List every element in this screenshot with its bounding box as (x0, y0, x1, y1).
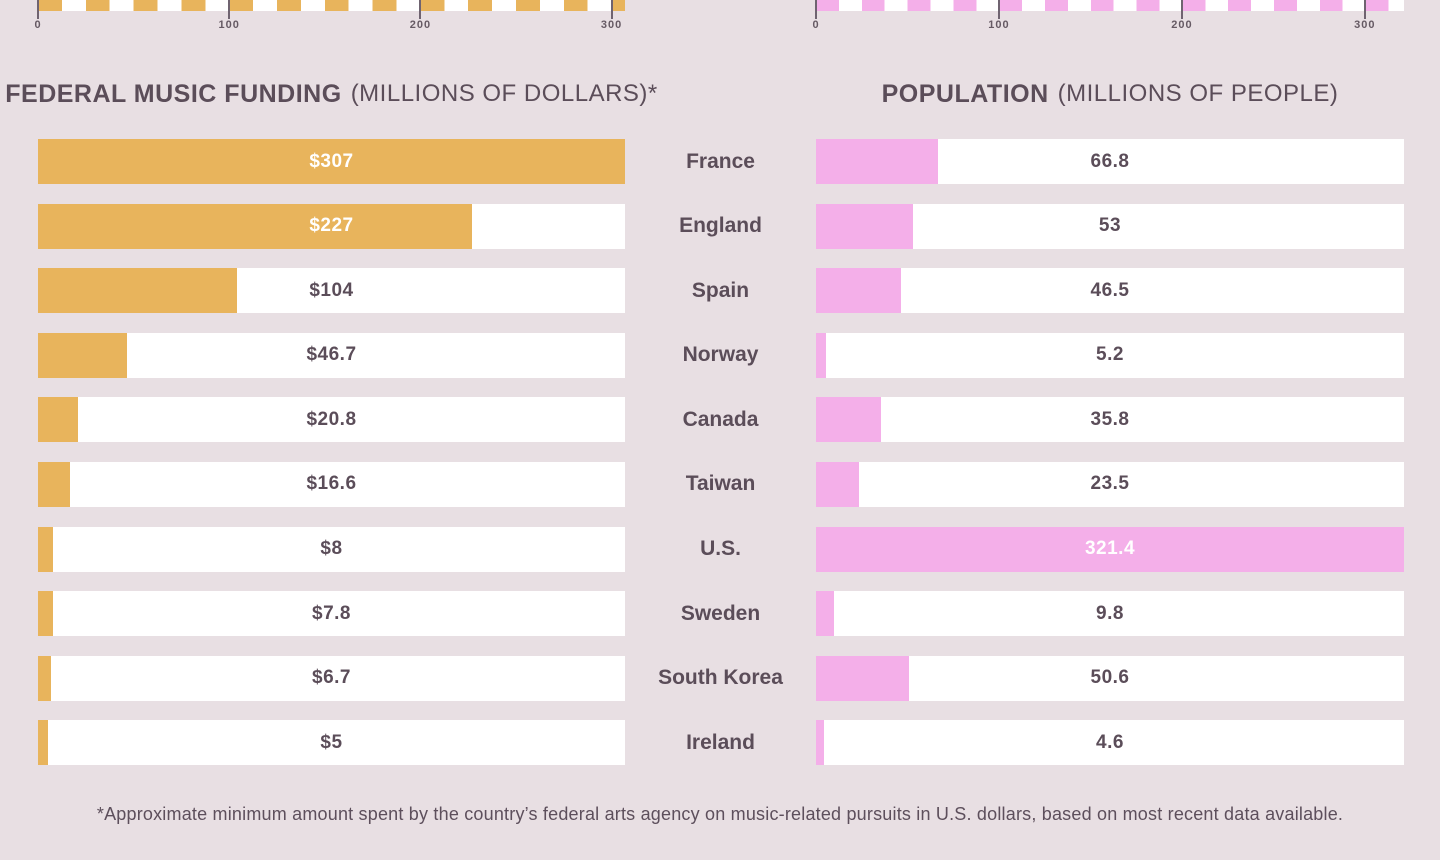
funding-bar-track: $8 (38, 526, 625, 572)
country-label: Ireland (686, 730, 755, 754)
population-bar-fill (816, 139, 939, 184)
population-axis-tick-label: 200 (1171, 19, 1193, 31)
population-axis-tick-line (1363, 0, 1366, 19)
funding-title-main: FEDERAL MUSIC FUNDING (5, 79, 342, 108)
population-bar-track: 46.5 (816, 268, 1404, 314)
footnote: *Approximate minimum amount spent by the… (96, 804, 1344, 824)
country-label: Taiwan (685, 472, 756, 496)
population-bar-track: 53 (816, 203, 1404, 249)
funding-axis-tick-label: 300 (600, 19, 623, 31)
population-bar-track: 66.8 (816, 139, 1404, 184)
population-bar-fill (816, 397, 882, 443)
funding-axis-checker-strip (38, 0, 625, 11)
population-title: POPULATION (MILLIONS OF PEOPLE) (816, 76, 1404, 112)
country-label: South Korea (658, 666, 783, 690)
funding-bar-track: $20.8 (38, 397, 625, 443)
funding-bar-track: $104 (38, 268, 625, 314)
population-title-main: POPULATION (881, 79, 1049, 108)
funding-bar-value: $104 (309, 279, 354, 301)
funding-bar-fill (38, 461, 70, 507)
funding-bar-value: $227 (309, 215, 354, 237)
population-bar-fill (816, 461, 859, 507)
funding-title: FEDERAL MUSIC FUNDING (MILLIONS OF DOLLA… (5, 76, 657, 112)
population-bar-value: 35.8 (1090, 408, 1130, 430)
population-bar-value: 4.6 (1096, 731, 1124, 753)
population-bar-track: 4.6 (816, 720, 1404, 766)
country-label: Norway (682, 343, 759, 367)
funding-axis-tick-label: 200 (409, 19, 432, 31)
funding-axis-tick-line (37, 0, 39, 19)
population-bar-track: 23.5 (816, 461, 1404, 507)
population-bar-value: 53 (1098, 215, 1122, 237)
funding-bar-fill (38, 139, 625, 184)
funding-axis-tick-label: 0 (34, 19, 42, 31)
population-bar-fill (816, 720, 825, 766)
population-bar-value: 5.2 (1096, 344, 1124, 366)
population-axis-tick-label: 0 (812, 19, 820, 31)
population-bar-value: 9.8 (1096, 602, 1124, 624)
population-bar-fill (816, 332, 826, 378)
population-axis: 0 100 200 300 (812, 0, 1404, 34)
population-axis-tick-label: 300 (1354, 19, 1376, 31)
funding-axis-tick-line (228, 0, 231, 19)
population-axis-checker-strip (816, 0, 1404, 11)
population-bar-value: 23.5 (1090, 473, 1130, 495)
population-title-units: (MILLIONS OF PEOPLE) (1057, 80, 1339, 107)
funding-bar-fill (38, 397, 78, 443)
funding-axis: 0 100 200 300 (34, 0, 625, 34)
funding-bar-track: $16.6 (38, 461, 625, 507)
funding-bar-track: $5 (38, 720, 625, 766)
country-label: Sweden (680, 601, 761, 625)
country-label: Canada (682, 407, 759, 431)
funding-bar-value: $5 (320, 731, 343, 753)
population-axis-tick-line (815, 0, 817, 19)
population-bar-track: 321.4 (816, 526, 1404, 572)
funding-bar-track: $46.7 (38, 332, 625, 378)
population-bar-fill (816, 655, 909, 701)
funding-bar-track: $227 (38, 203, 625, 249)
country-label: U.S. (700, 537, 741, 561)
funding-bar-value: $46.7 (306, 344, 357, 366)
population-axis-tick-label: 100 (988, 19, 1010, 31)
population-bar-value: 50.6 (1090, 667, 1130, 689)
funding-bar-value: $16.6 (306, 473, 357, 495)
population-bar-value: 321.4 (1084, 538, 1136, 560)
funding-bar-track: $307 (38, 139, 625, 184)
funding-bar-value: $20.8 (306, 408, 357, 430)
population-bar-track: 35.8 (816, 397, 1404, 443)
funding-axis-tick-line (610, 0, 613, 19)
funding-title-units: (MILLIONS OF DOLLARS)* (350, 80, 658, 107)
population-bar-value: 46.5 (1090, 279, 1130, 301)
funding-bar-fill (38, 720, 48, 766)
population-bar-fill (816, 268, 902, 314)
funding-bar-fill (38, 655, 51, 701)
population-bar-track: 9.8 (816, 591, 1404, 637)
funding-bar-value: $307 (309, 150, 354, 172)
population-axis-tick-line (1180, 0, 1183, 19)
population-bar-value: 66.8 (1090, 150, 1130, 172)
population-bar-fill (816, 591, 834, 637)
funding-bar-track: $7.8 (38, 591, 625, 637)
funding-bar-value: $8 (320, 538, 343, 560)
population-bar-track: 50.6 (816, 655, 1404, 701)
population-bar-fill (816, 526, 1404, 572)
funding-bar-fill (38, 526, 54, 572)
funding-bar-fill (38, 591, 53, 637)
population-axis-tick-line (997, 0, 1000, 19)
funding-bar-fill (38, 268, 237, 314)
funding-bar-fill (38, 203, 473, 249)
funding-axis-tick-label: 100 (218, 19, 240, 31)
funding-bar-value: $6.7 (312, 667, 351, 689)
country-label: France (686, 149, 755, 173)
funding-bar-track: $6.7 (38, 655, 625, 701)
country-label: Spain (691, 278, 750, 302)
funding-bar-value: $7.8 (312, 602, 351, 624)
population-bar-track: 5.2 (816, 332, 1404, 378)
population-bar-fill (816, 203, 913, 249)
funding-axis-tick-line (419, 0, 422, 19)
funding-bar-fill (38, 332, 128, 378)
country-label: England (679, 214, 762, 238)
chart-rows: $307 France 66.8 $227 England 53 $104 Spain 46.5… (38, 139, 1404, 766)
